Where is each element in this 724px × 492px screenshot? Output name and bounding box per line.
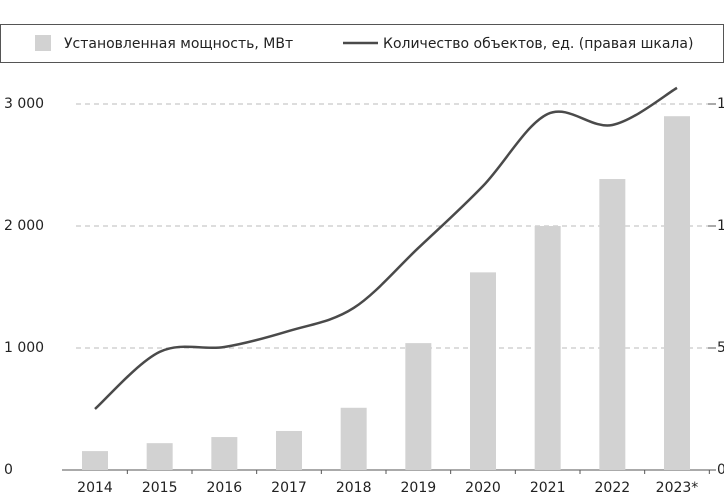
bar	[664, 116, 690, 470]
legend-label: Количество объектов, ед. (правая шкала)	[383, 36, 693, 52]
bar	[470, 272, 496, 470]
y2-tick-label: 1500	[717, 96, 724, 112]
x-tick-label: 2015	[142, 480, 178, 492]
x-tick-label: 2019	[401, 480, 437, 492]
legend-label: Установленная мощность, МВт	[64, 36, 293, 52]
bar	[599, 179, 626, 470]
y-tick-label: 1 000	[4, 340, 44, 356]
x-tick-label: 2020	[465, 480, 501, 492]
line	[94, 86, 678, 410]
bar	[211, 437, 238, 470]
y-tick-label: 3 000	[4, 96, 44, 112]
y-tick-label: 0	[4, 462, 13, 478]
x-tick-label: 2018	[336, 480, 372, 492]
bar	[405, 343, 432, 470]
bar	[82, 451, 108, 470]
y2-tick-label: 500	[717, 340, 724, 356]
y-tick-label: 2 000	[4, 218, 44, 234]
bar	[340, 407, 367, 470]
x-tick-label: 2014	[77, 480, 113, 492]
y2-tick-label: 0	[717, 462, 724, 478]
bar	[146, 443, 173, 470]
x-tick-label: 2017	[271, 480, 307, 492]
legend-swatch	[35, 35, 51, 51]
bar	[534, 226, 561, 470]
bar	[276, 430, 302, 470]
x-tick-label: 2016	[207, 480, 243, 492]
x-tick-label: 2021	[530, 480, 566, 492]
x-tick-label: 2022	[595, 480, 631, 492]
x-tick-label: 2023*	[656, 480, 699, 492]
